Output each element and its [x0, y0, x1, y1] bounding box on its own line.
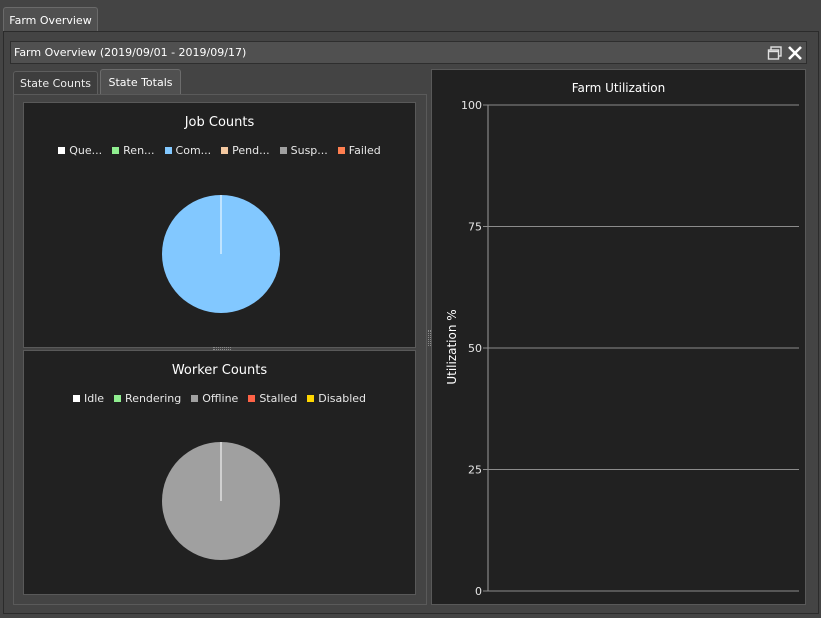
close-icon[interactable] — [786, 44, 804, 62]
legend-swatch — [112, 147, 120, 154]
legend-item-offline[interactable]: Offline — [191, 392, 238, 405]
legend-item-pending[interactable]: Pend... — [221, 144, 270, 157]
legend-swatch — [248, 395, 256, 402]
y-tick-label: 100 — [461, 99, 482, 112]
legend-label: Que... — [69, 144, 103, 157]
worker-counts-title: Worker Counts — [171, 363, 268, 378]
legend-label: Ren... — [123, 144, 155, 157]
legend-item-completed[interactable]: Com... — [164, 144, 212, 157]
worker-counts-chart: Worker Counts Idle Rendering Offline Sta… — [23, 350, 416, 595]
legend-swatch — [164, 147, 172, 154]
legend-label: Stalled — [259, 392, 298, 405]
farm-overview-tab[interactable]: Farm Overview — [3, 7, 98, 32]
farm-overview-tab-label: Farm Overview — [9, 13, 92, 27]
legend-swatch — [337, 147, 345, 154]
legend-label: Rendering — [125, 392, 182, 405]
y-tick-label: 25 — [468, 464, 482, 477]
panel-title: Farm Overview (2019/09/01 - 2019/09/17) — [14, 46, 247, 59]
horizontal-splitter-handle[interactable] — [213, 347, 231, 350]
legend-swatch — [279, 147, 287, 154]
legend-swatch — [72, 395, 80, 402]
legend-label: Disabled — [318, 392, 367, 405]
tab-state-totals-label: State Totals — [108, 76, 173, 89]
legend-item-disabled[interactable]: Disabled — [307, 392, 366, 405]
tab-state-totals[interactable]: State Totals — [100, 69, 181, 95]
tab-state-counts[interactable]: State Counts — [13, 71, 98, 95]
worker-counts-legend: Idle Rendering Offline Stalled Disabled — [24, 392, 415, 405]
y-tick-label: 0 — [475, 585, 482, 598]
worker-counts-pie — [162, 442, 280, 560]
y-tick-label: 50 — [468, 342, 482, 355]
legend-item-idle[interactable]: Idle — [72, 392, 105, 405]
legend-label: Susp... — [290, 144, 328, 157]
legend-swatch — [191, 395, 199, 402]
legend-item-rendering[interactable]: Ren... — [112, 144, 155, 157]
job-counts-pie — [162, 195, 280, 313]
legend-label: Offline — [202, 392, 239, 405]
legend-item-stalled[interactable]: Stalled — [248, 392, 297, 405]
y-tick-label: 75 — [468, 221, 482, 234]
farm-utilization-title: Farm Utilization — [571, 81, 666, 95]
job-counts-chart: Job Counts Que... Ren... Com... Pend... … — [23, 102, 416, 348]
legend-swatch — [114, 395, 122, 402]
panel-header: Farm Overview (2019/09/01 - 2019/09/17) — [10, 41, 807, 64]
legend-swatch — [58, 147, 66, 154]
legend-label: Com... — [175, 144, 212, 157]
legend-label: Failed — [348, 144, 381, 157]
legend-item-rendering[interactable]: Rendering — [114, 392, 181, 405]
legend-label: Idle — [83, 392, 105, 405]
job-counts-legend: Que... Ren... Com... Pend... Susp... Fai… — [24, 144, 415, 157]
job-counts-title: Job Counts — [184, 115, 255, 130]
legend-item-queued[interactable]: Que... — [58, 144, 102, 157]
legend-swatch — [307, 395, 315, 402]
restore-icon[interactable] — [767, 45, 783, 61]
legend-item-failed[interactable]: Failed — [337, 144, 381, 157]
farm-utilization-chart: Farm Utilization Utilization % 0 25 50 75 10… — [431, 69, 806, 605]
vertical-splitter-handle[interactable] — [428, 330, 431, 346]
farm-utilization-plot: 0 25 50 75 100 — [461, 99, 799, 598]
tab-state-counts-label: State Counts — [19, 77, 91, 90]
legend-label: Pend... — [232, 144, 270, 157]
legend-swatch — [221, 147, 229, 154]
legend-item-suspended[interactable]: Susp... — [279, 144, 328, 157]
